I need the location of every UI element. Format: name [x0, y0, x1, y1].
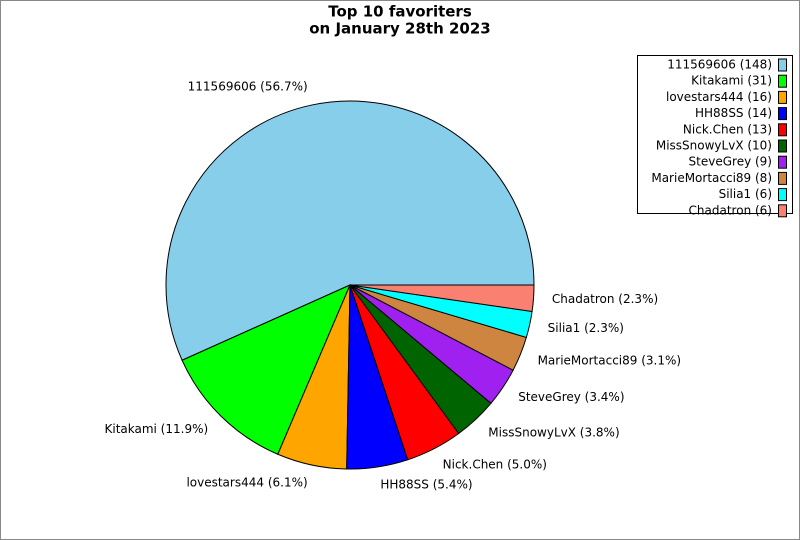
legend-swatch [778, 90, 787, 104]
legend-label: MissSnowyLvX (10) [656, 139, 772, 153]
slice-label: SteveGrey (3.4%) [518, 390, 624, 404]
legend-label: 111569606 (148) [667, 58, 772, 72]
legend-label: HH88SS (14) [695, 106, 772, 120]
legend-swatch [778, 204, 787, 218]
legend-label: Silia1 (6) [719, 187, 772, 201]
slice-label: Nick.Chen (5.0%) [443, 457, 547, 471]
legend-label: lovestars444 (16) [666, 90, 772, 104]
legend-label: Chadatron (6) [689, 203, 772, 217]
legend-swatch [778, 58, 787, 72]
legend-swatch [778, 155, 787, 169]
legend-label: SteveGrey (9) [689, 155, 772, 169]
legend-swatch [778, 123, 787, 137]
legend-swatch [778, 74, 787, 88]
chart-title: on January 28th 2023 [309, 20, 490, 38]
pie-slice [349, 284, 535, 313]
slice-label: lovestars444 (6.1%) [186, 475, 307, 489]
slice-label: 111569606 (56.7%) [188, 80, 308, 94]
legend-swatch [778, 139, 787, 153]
legend-label: Nick.Chen (13) [683, 122, 772, 136]
slice-label: Chadatron (2.3%) [552, 292, 658, 306]
chart-title: Top 10 favoriters [328, 3, 472, 21]
legend-swatch [778, 107, 787, 121]
legend-label: Kitakami (31) [691, 74, 772, 88]
legend-label: MarieMortacci89 (8) [651, 171, 772, 185]
legend-swatch [778, 188, 787, 202]
pie-slice [181, 284, 351, 455]
slice-label: HH88SS (5.4%) [380, 478, 472, 492]
pie-slice [165, 100, 535, 361]
slice-label: MissSnowyLvX (3.8%) [488, 425, 619, 439]
slice-label: Silia1 (2.3%) [548, 321, 624, 335]
slice-label: MarieMortacci89 (3.1%) [538, 354, 682, 368]
slice-label: Kitakami (11.9%) [104, 422, 208, 436]
legend-swatch [778, 171, 787, 185]
legend-box [637, 55, 793, 214]
